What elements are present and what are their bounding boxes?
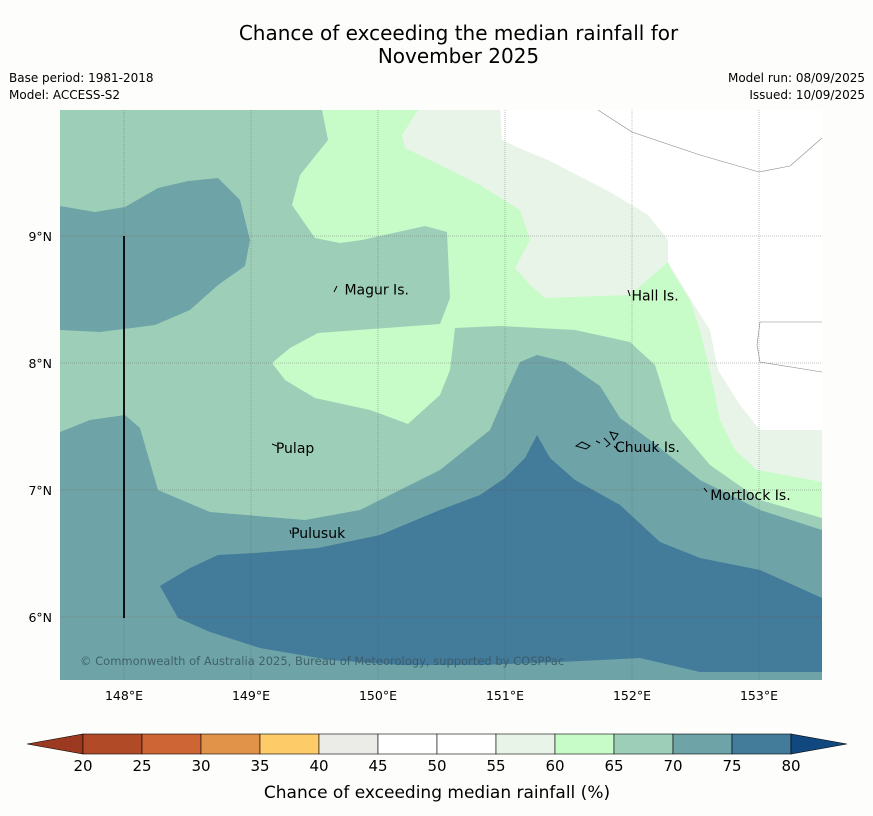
colorbar-segment bbox=[436, 733, 497, 755]
colorbar-tick-label: 20 bbox=[73, 757, 92, 775]
colorbar-tick-label: 35 bbox=[250, 757, 269, 775]
map-title: Chance of exceeding the median rainfall … bbox=[0, 22, 873, 68]
place-labels: Magur Is. Hall Is. Pulap Chuuk Is. Mortlock … bbox=[276, 282, 791, 542]
graticule bbox=[60, 110, 822, 680]
colorbar-segment bbox=[82, 733, 143, 755]
colorbar-tick-label: 50 bbox=[427, 757, 446, 775]
place-label: Pulusuk bbox=[291, 526, 346, 542]
lat-tick-label: 7°N bbox=[28, 483, 52, 498]
lat-tick-label: 6°N bbox=[28, 610, 52, 625]
lon-tick-label: 153°E bbox=[740, 688, 778, 703]
colorbar-tick-label: 45 bbox=[368, 757, 387, 775]
latitude-labels: 9°N 8°N 7°N 6°N bbox=[28, 229, 52, 625]
colorbar-segment bbox=[495, 733, 556, 755]
colorbar-segment bbox=[731, 733, 792, 755]
colorbar-over-arrow bbox=[790, 733, 848, 755]
lon-tick-label: 151°E bbox=[486, 688, 524, 703]
colorbar-segment bbox=[554, 733, 615, 755]
colorbar-tick-label: 55 bbox=[486, 757, 505, 775]
lon-tick-label: 149°E bbox=[232, 688, 270, 703]
colorbar-tick-label: 25 bbox=[132, 757, 151, 775]
colorbar-tick-label: 60 bbox=[545, 757, 564, 775]
colorbar-tick-label: 40 bbox=[309, 757, 328, 775]
band-70-75-nw bbox=[60, 178, 250, 332]
colorbar-segment bbox=[672, 733, 733, 755]
colorbar-segment bbox=[613, 733, 674, 755]
copyright-notice: © Commonwealth of Australia 2025, Bureau… bbox=[80, 654, 564, 668]
colorbar-tick-label: 65 bbox=[604, 757, 623, 775]
colorbar-tick-label: 75 bbox=[722, 757, 741, 775]
colorbar-segment bbox=[200, 733, 261, 755]
band-45-55 bbox=[500, 110, 822, 430]
colorbar-tick-label: 70 bbox=[663, 757, 682, 775]
meta-left: Base period: 1981-2018 Model: ACCESS-S2 bbox=[9, 70, 154, 104]
boundary-lines bbox=[597, 110, 822, 373]
title-line-2: November 2025 bbox=[377, 44, 540, 68]
colorbar: 20 25 30 35 40 45 50 55 60 65 70 75 80 bbox=[26, 733, 848, 775]
colorbar-tick-label: 80 bbox=[781, 757, 800, 775]
island-outlines bbox=[271, 285, 708, 535]
place-label: Mortlock Is. bbox=[710, 488, 790, 504]
lon-tick-label: 150°E bbox=[359, 688, 397, 703]
meta-right: Model run: 08/09/2025 Issued: 10/09/2025 bbox=[728, 70, 865, 104]
model-run: Model run: 08/09/2025 bbox=[727, 71, 865, 85]
colorbar-label: Chance of exceeding median rainfall (%) bbox=[264, 783, 610, 803]
place-label: Chuuk Is. bbox=[615, 440, 680, 456]
band-55-60-west bbox=[402, 110, 668, 298]
map-area: Magur Is. Hall Is. Pulap Chuuk Is. Mortlock … bbox=[60, 110, 822, 680]
colorbar-under-arrow bbox=[26, 733, 84, 755]
place-label: Pulap bbox=[276, 441, 315, 457]
title-line-1: Chance of exceeding the median rainfall … bbox=[238, 21, 679, 45]
colorbar-segment bbox=[259, 733, 320, 755]
base-period: Base period: 1981-2018 bbox=[9, 71, 154, 85]
lon-tick-label: 148°E bbox=[105, 688, 143, 703]
colorbar-segment bbox=[141, 733, 202, 755]
place-label: Hall Is. bbox=[631, 289, 678, 305]
colorbar-tick-label: 30 bbox=[191, 757, 210, 775]
issued-date: Issued: 10/09/2025 bbox=[749, 88, 865, 102]
colorbar-segment bbox=[318, 733, 379, 755]
band-75-80 bbox=[160, 435, 822, 672]
model-name: Model: ACCESS-S2 bbox=[9, 88, 121, 102]
colorbar-segment bbox=[377, 733, 438, 755]
lat-tick-label: 9°N bbox=[28, 229, 52, 244]
longitude-labels: 148°E 149°E 150°E 151°E 152°E 153°E bbox=[105, 688, 778, 703]
place-label: Magur Is. bbox=[344, 282, 409, 298]
lat-tick-label: 8°N bbox=[28, 356, 52, 371]
lon-tick-label: 152°E bbox=[613, 688, 651, 703]
